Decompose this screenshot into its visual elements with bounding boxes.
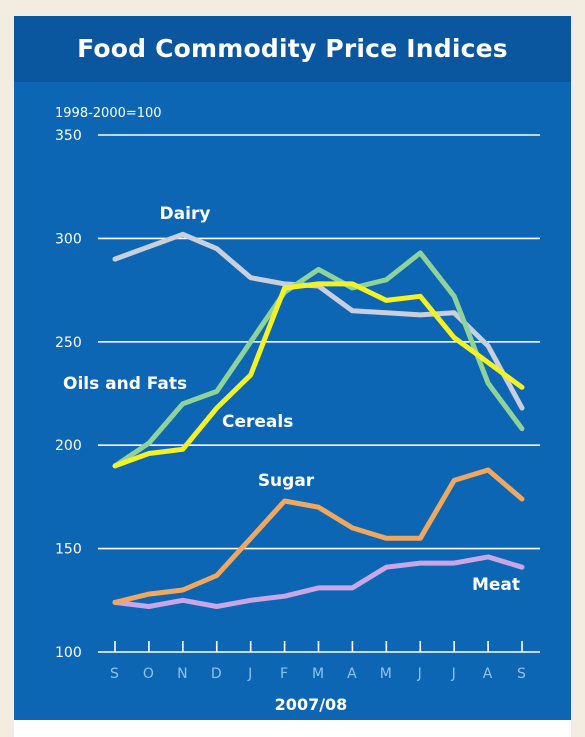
x-tick-label: M	[312, 666, 325, 682]
x-tick-label: N	[177, 666, 188, 682]
chart-panel	[14, 16, 571, 737]
series-line-sugar	[112, 467, 525, 605]
x-tick-label: A	[483, 666, 494, 682]
x-tick-label: O	[143, 666, 155, 682]
title-bar	[14, 16, 571, 82]
x-tick-label: S	[517, 666, 527, 682]
x-tick-label: J	[451, 666, 457, 682]
x-tick-label: J	[247, 666, 253, 682]
y-tick-label: 300	[55, 231, 82, 247]
series-label-sugar: Sugar	[258, 471, 315, 491]
bottom-strip	[14, 720, 571, 737]
chart-title: Food Commodity Price Indices	[77, 34, 508, 63]
x-tick-label: A	[347, 666, 358, 682]
series-label-oils-and-fats: Oils and Fats	[63, 374, 187, 394]
x-axis-label: 2007/08	[275, 695, 348, 714]
series-label-cereals: Cereals	[222, 412, 293, 432]
x-tick-label: M	[380, 666, 393, 682]
unit-label: 1998-2000=100	[55, 106, 162, 121]
y-tick-label: 350	[55, 128, 82, 144]
series-label-dairy: Dairy	[160, 204, 211, 224]
y-tick-label: 250	[55, 335, 82, 351]
series-line-meat	[112, 554, 525, 609]
x-tick-label: F	[280, 666, 289, 682]
series-label-meat: Meat	[472, 575, 520, 595]
y-tick-label: 100	[55, 645, 82, 661]
series-line-oils-and-fats	[112, 250, 525, 469]
y-tick-label: 200	[55, 438, 82, 454]
x-tick-label: J	[417, 666, 423, 682]
x-tick-label: S	[110, 666, 120, 682]
series-line-cereals	[112, 281, 525, 469]
y-tick-label: 150	[55, 542, 82, 558]
x-tick-label: D	[211, 666, 223, 682]
